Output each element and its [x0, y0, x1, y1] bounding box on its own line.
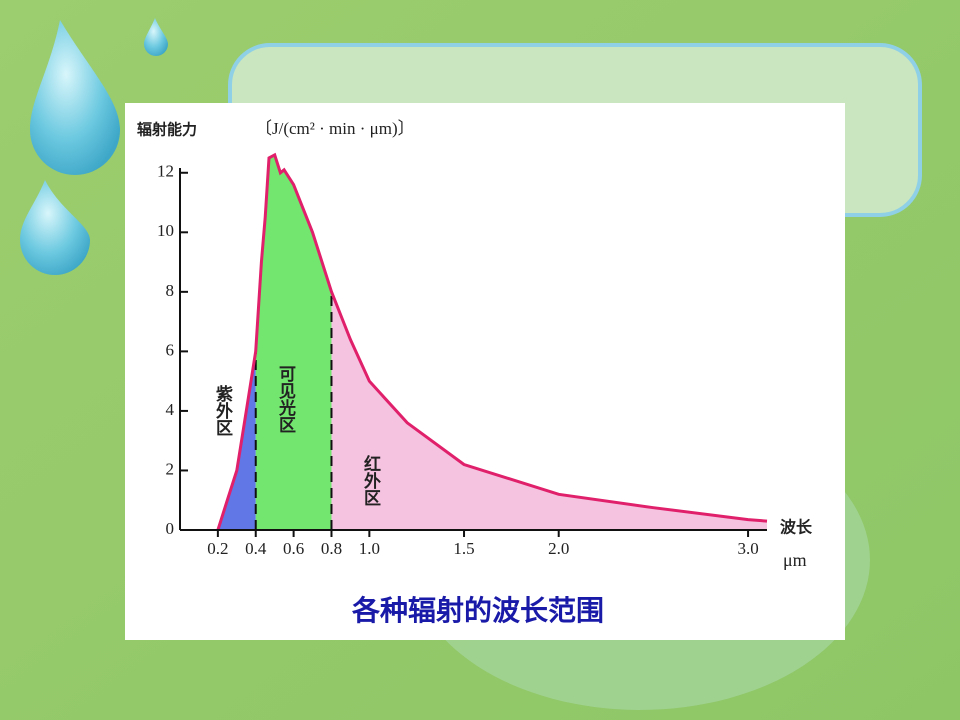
spectrum-line — [216, 152, 768, 531]
y-tick-label: 6 — [166, 340, 175, 359]
region-label: 紫外区 — [212, 384, 233, 436]
region-fill — [255, 154, 332, 530]
x-tick-label: 3.0 — [737, 539, 758, 558]
x-tick-label: 0.4 — [245, 539, 267, 558]
y-tick-label: 8 — [166, 281, 175, 300]
x-tick-label: 0.2 — [207, 539, 228, 558]
y-tick-label: 12 — [157, 162, 174, 181]
y-axis-label: 辐射能力 — [137, 121, 197, 139]
y-axis-unit: 〔J/(cm² · min · μm)〕 — [255, 119, 415, 138]
x-tick-label: 1.5 — [453, 539, 474, 558]
decor-drop — [144, 18, 168, 56]
x-axis-unit: μm — [783, 550, 807, 570]
y-tick-label: 2 — [166, 459, 175, 478]
x-axis-label: 波长 — [780, 518, 813, 537]
decor-drop — [20, 180, 90, 275]
y-tick-label: 4 — [166, 400, 175, 419]
region-fill — [331, 291, 767, 530]
x-tick-label: 2.0 — [548, 539, 569, 558]
y-tick-label: 0 — [166, 519, 175, 538]
y-tick-label: 10 — [157, 221, 174, 240]
region-fill — [217, 350, 256, 530]
chart-image — [125, 103, 845, 640]
region-label: 红外区 — [360, 454, 381, 506]
decor-drop — [30, 20, 120, 175]
x-tick-label: 0.8 — [321, 539, 342, 558]
caption: 各种辐射的波长范围 — [351, 594, 604, 627]
x-tick-label: 1.0 — [359, 539, 380, 558]
region-label: 可见光区 — [275, 365, 297, 433]
x-tick-label: 0.6 — [283, 539, 304, 558]
